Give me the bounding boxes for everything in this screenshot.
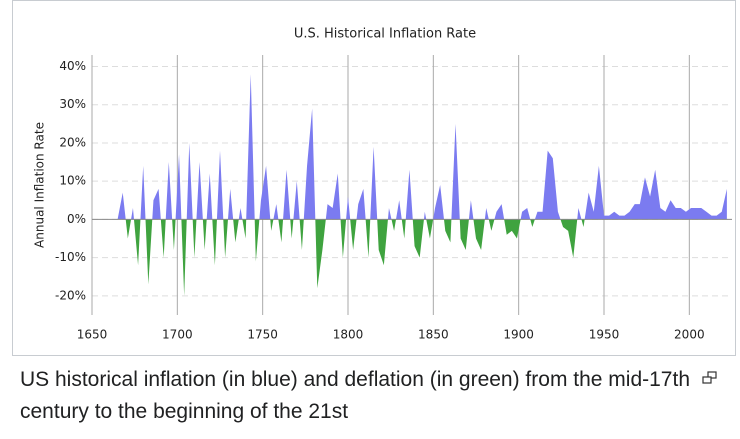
chart: U.S. Historical Inflation Rate Annual In… [33, 27, 732, 342]
caption: US historical inflation (in blue) and de… [20, 368, 691, 423]
y-tick-label: 10% [59, 174, 86, 188]
x-tick-label: 1850 [418, 328, 449, 342]
chart-title: U.S. Historical Inflation Rate [294, 27, 476, 42]
y-tick-label: 40% [59, 59, 86, 73]
y-tick-label: 30% [59, 97, 86, 111]
x-tick-label: 1750 [247, 328, 278, 342]
x-tick-label: 1900 [503, 328, 534, 342]
x-tick-label: 1700 [162, 328, 193, 342]
x-tick-label: 1800 [333, 328, 364, 342]
y-tick-label: 0% [67, 212, 86, 226]
x-tick-label: 1650 [77, 328, 108, 342]
x-tick-label: 2000 [674, 328, 705, 342]
y-tick-label: -10% [55, 250, 86, 264]
x-tick-label: 1950 [589, 328, 620, 342]
y-tick-label: 20% [59, 135, 86, 149]
y-tick-label: -20% [55, 288, 86, 302]
figure-frame [12, 0, 736, 356]
inflation-area [117, 74, 727, 296]
y-axis-label: Annual Inflation Rate [33, 122, 47, 248]
enlarge-icon [702, 371, 717, 384]
